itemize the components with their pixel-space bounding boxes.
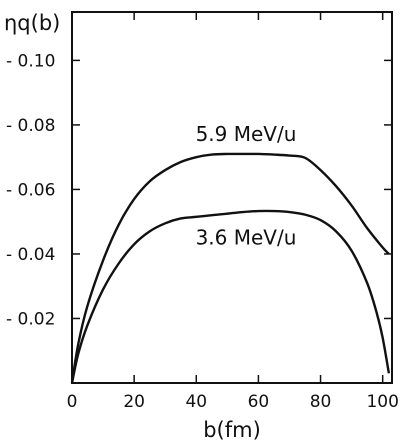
- y-axis-title: ηq(b): [4, 11, 60, 35]
- y-tick-label: - 0.10: [6, 51, 55, 71]
- series-line-3-6-mev-u: [70, 209, 391, 384]
- axes-layer: [71, 11, 393, 384]
- y-tick-label: - 0.08: [6, 116, 55, 136]
- series-annotation: 5.9 MeV/u: [196, 122, 297, 146]
- y-tick-label: - 0.02: [6, 309, 55, 329]
- y-tick-label: - 0.06: [6, 180, 55, 200]
- series-layer: [70, 152, 391, 384]
- plot-frame: [71, 11, 393, 384]
- y-tick-label: - 0.04: [6, 245, 55, 265]
- x-tick-label: 80: [310, 392, 332, 412]
- x-tick-label: 0: [67, 392, 78, 412]
- series-line-5-9-mev-u: [70, 152, 390, 384]
- x-tick-label: 40: [185, 392, 207, 412]
- series-annotation: 3.6 MeV/u: [196, 225, 297, 249]
- labels-layer: 0 20 40 60 80 100 - 0.02 - 0.04 - 0.06 - 0.08 - 0.…: [4, 11, 399, 442]
- x-tick-label: 100: [366, 392, 398, 412]
- ticks-layer: [71, 12, 392, 383]
- x-tick-label: 60: [248, 392, 270, 412]
- x-tick-label: 20: [123, 392, 145, 412]
- x-axis-title: b(fm): [203, 418, 261, 442]
